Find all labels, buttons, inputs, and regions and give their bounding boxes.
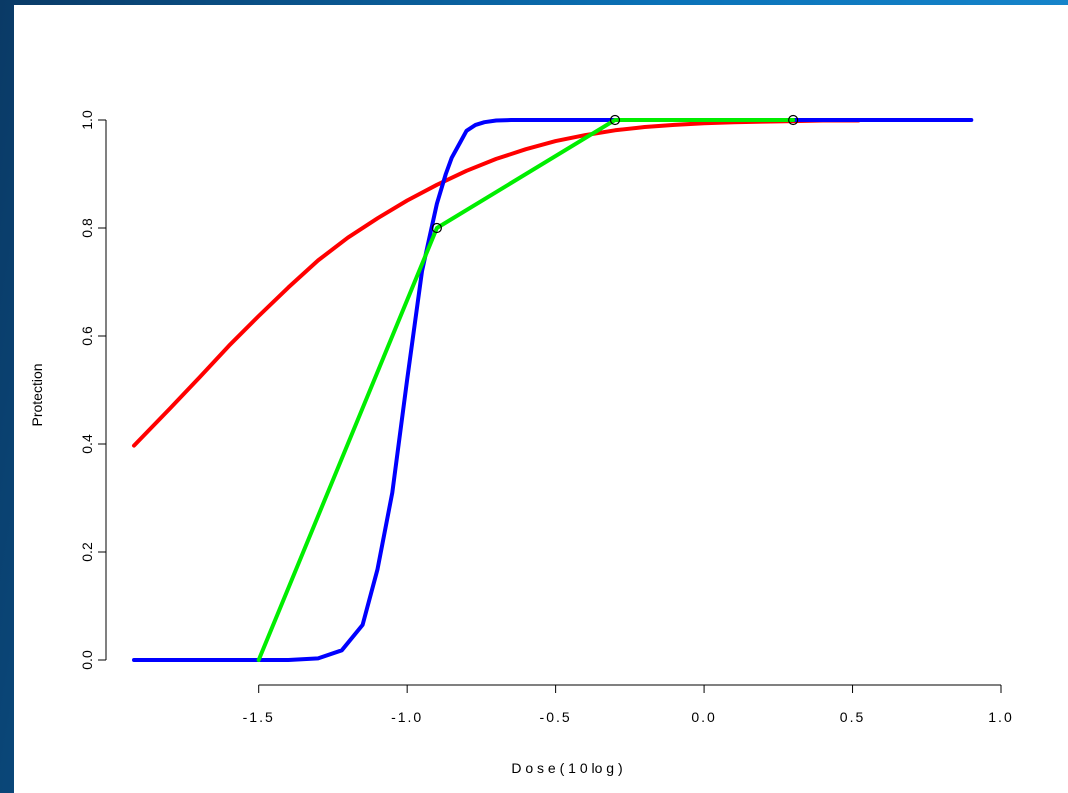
series-line-1 xyxy=(132,118,974,662)
x-tick-label: 0.5 xyxy=(840,709,865,725)
series-line-0 xyxy=(132,118,861,448)
y-tick-label: 0.6 xyxy=(79,326,95,346)
point-marker xyxy=(431,222,442,234)
point-marker xyxy=(609,114,621,126)
series-line-2 xyxy=(256,118,796,662)
dose-protection-chart: -1.5 -1.0 -0.5 0.0 0.5 1.00.00.20.40.60.81.0 … xyxy=(29,110,1013,776)
x-tick-label: -1.5 xyxy=(243,709,275,725)
x-tick-label: -1.0 xyxy=(391,709,423,725)
y-tick-label: 0.4 xyxy=(79,434,95,454)
x-axis-title: D o s e ( 1 0 lo g ) xyxy=(511,760,622,776)
y-tick-label: 1.0 xyxy=(79,110,95,130)
x-tick-label: -0.5 xyxy=(540,709,572,725)
x-tick-label: 1.0 xyxy=(988,709,1013,725)
slide-panel: -1.5 -1.0 -0.5 0.0 0.5 1.0 0.0 0.2 0.4 0.6 0.8 1.0 … xyxy=(14,5,1068,793)
y-tick-label: 0.0 xyxy=(79,650,95,670)
y-tick-label: 0.8 xyxy=(79,218,95,238)
series-lines xyxy=(132,118,974,662)
y-axis-title: Protection xyxy=(29,363,45,426)
y-tick-label: 0.2 xyxy=(79,542,95,562)
point-markers xyxy=(431,114,799,234)
point-marker xyxy=(788,114,799,126)
x-tick-label: 0.0 xyxy=(691,709,716,725)
axes: -1.5 -1.0 -0.5 0.0 0.5 1.0 0.0 0.2 0.4 0.6 0.8 1.0 xyxy=(79,110,1013,725)
